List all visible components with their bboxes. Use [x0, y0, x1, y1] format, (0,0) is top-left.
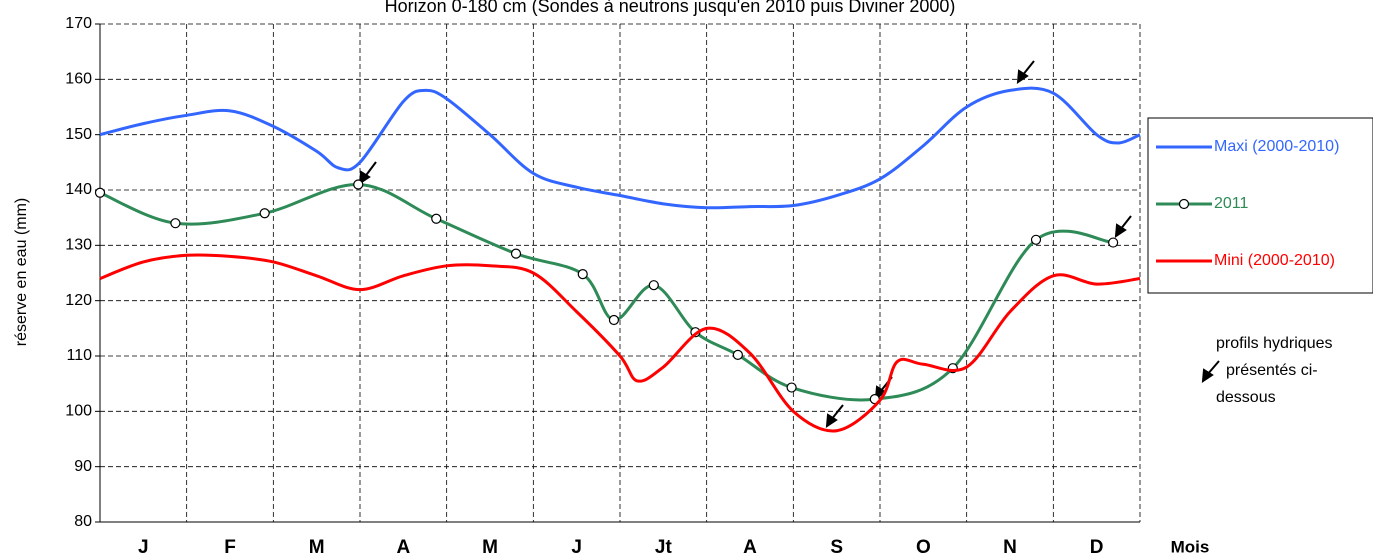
annotation-arrows: [358, 60, 1220, 428]
y-axis-label: réserve en eau (mm): [13, 198, 30, 347]
y-tick-label: 150: [65, 126, 92, 143]
y-tick-label: 160: [65, 71, 92, 88]
x-tick-label: J: [138, 537, 149, 558]
y-tick-label: 120: [65, 292, 92, 309]
legend-label: 2011: [1214, 195, 1249, 212]
point-marker: [94, 187, 106, 198]
x-axis-label: Mois: [1171, 537, 1210, 556]
x-tick-label: M: [309, 537, 325, 558]
annotation-line: profils hydriques: [1216, 335, 1333, 352]
point-marker: [431, 213, 442, 224]
x-tick-label: S: [830, 537, 843, 558]
point-marker: [577, 269, 588, 280]
annotation-text: profils hydriques présentés ci-dessous: [1216, 335, 1333, 406]
point-marker: [170, 218, 181, 229]
y-tick-label: 80: [74, 513, 92, 530]
point-marker: [786, 382, 797, 393]
series-line: [99, 182, 1114, 402]
point-marker: [510, 248, 522, 259]
x-tick-label: Jt: [655, 537, 673, 558]
y-tick-label: 130: [65, 237, 92, 254]
point-marker: [732, 349, 743, 360]
point-marker: [259, 208, 270, 219]
x-tick-label: A: [743, 537, 757, 558]
x-tick-label: M: [482, 537, 498, 558]
point-marker: [353, 179, 364, 190]
y-tick-label: 140: [65, 181, 92, 198]
x-tick-label: J: [571, 537, 582, 558]
y-tick-label: 90: [74, 458, 92, 475]
legend-label: Maxi (2000-2010): [1214, 138, 1339, 155]
x-tick-label: N: [1003, 537, 1017, 558]
x-tick-label: A: [396, 537, 410, 558]
x-tick-label: F: [224, 537, 236, 558]
legend-marker: [1178, 198, 1190, 210]
y-tick-label: 110: [66, 347, 92, 364]
y-tick-label: 100: [65, 403, 92, 420]
annotation-line: présentés ci-: [1226, 362, 1318, 379]
y-tick-label: 170: [65, 15, 92, 32]
point-marker: [1030, 234, 1042, 245]
point-marker: [608, 314, 620, 326]
x-tick-label: D: [1090, 537, 1104, 558]
point-marker: [1108, 237, 1119, 248]
chart-title: Horizon 0-180 cm (Sondes à neutrons jusq…: [385, 0, 956, 16]
annotation-line: dessous: [1216, 389, 1276, 406]
series-line: [99, 86, 1141, 210]
x-tick-label: O: [916, 537, 931, 558]
point-marker: [648, 280, 659, 291]
legend-label: Mini (2000-2010): [1214, 252, 1335, 269]
series-line: [99, 253, 1141, 433]
